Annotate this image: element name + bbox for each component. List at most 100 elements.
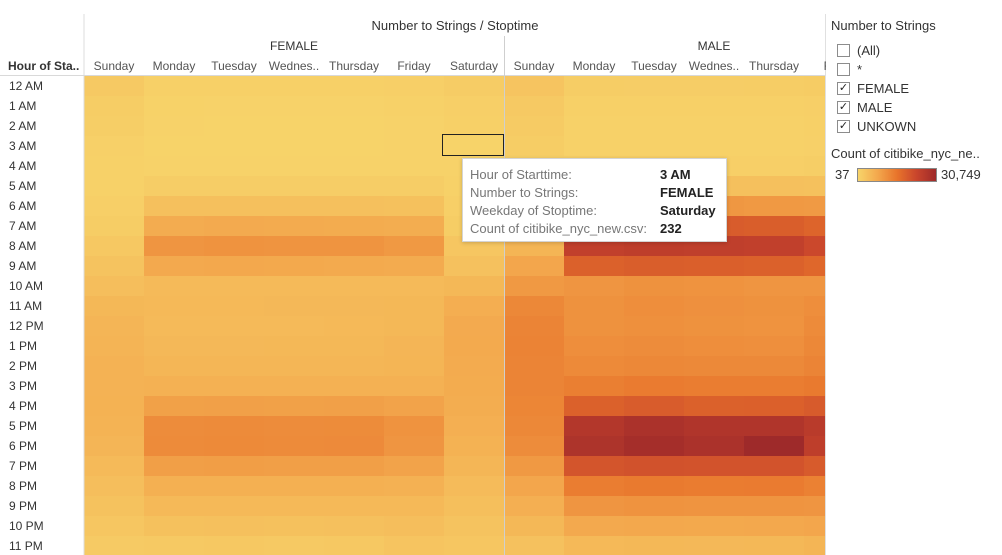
heatmap-cell[interactable] xyxy=(624,136,684,156)
heatmap-cell[interactable] xyxy=(684,436,744,456)
heatmap-cell[interactable] xyxy=(384,116,444,136)
heatmap-cell[interactable] xyxy=(444,256,504,276)
heatmap-cell[interactable] xyxy=(384,256,444,276)
heatmap-cell[interactable] xyxy=(324,276,384,296)
heatmap-cell[interactable] xyxy=(744,356,804,376)
heatmap-cell[interactable] xyxy=(384,136,444,156)
heatmap-cell[interactable] xyxy=(504,96,564,116)
heatmap-cell[interactable] xyxy=(624,436,684,456)
heatmap-cell[interactable] xyxy=(804,376,826,396)
checkbox[interactable]: ✓ xyxy=(837,82,850,95)
heatmap-cell[interactable] xyxy=(84,416,144,436)
heatmap-cell[interactable] xyxy=(624,416,684,436)
heatmap-cell[interactable] xyxy=(84,256,144,276)
heatmap-cell[interactable] xyxy=(624,516,684,536)
heatmap-cell[interactable] xyxy=(624,76,684,96)
heatmap-cell[interactable] xyxy=(504,256,564,276)
heatmap-cell[interactable] xyxy=(84,136,144,156)
heatmap-cell[interactable] xyxy=(744,76,804,96)
heatmap-cell[interactable] xyxy=(384,216,444,236)
heatmap-cell[interactable] xyxy=(384,76,444,96)
heatmap-cell[interactable] xyxy=(264,356,324,376)
heatmap-cell[interactable] xyxy=(84,196,144,216)
heatmap-cell[interactable] xyxy=(624,356,684,376)
heatmap-cell[interactable] xyxy=(504,476,564,496)
heatmap-cell[interactable] xyxy=(264,216,324,236)
heatmap-cell[interactable] xyxy=(444,536,504,555)
heatmap-cell[interactable] xyxy=(744,476,804,496)
heatmap-cell[interactable] xyxy=(804,436,826,456)
heatmap-cell[interactable] xyxy=(564,316,624,336)
heatmap-cell[interactable] xyxy=(324,256,384,276)
heatmap-cell[interactable] xyxy=(444,396,504,416)
heatmap-cell[interactable] xyxy=(264,416,324,436)
heatmap-cell[interactable] xyxy=(744,376,804,396)
heatmap-cell[interactable] xyxy=(204,96,264,116)
heatmap-cell[interactable] xyxy=(564,136,624,156)
heatmap-cell[interactable] xyxy=(324,236,384,256)
heatmap-cell[interactable] xyxy=(804,136,826,156)
heatmap-cell[interactable] xyxy=(84,216,144,236)
heatmap-cell[interactable] xyxy=(504,396,564,416)
heatmap-cell[interactable] xyxy=(804,336,826,356)
heatmap-cell[interactable] xyxy=(684,516,744,536)
heatmap-cell[interactable] xyxy=(144,196,204,216)
heatmap-cell[interactable] xyxy=(684,536,744,555)
heatmap-cell[interactable] xyxy=(144,276,204,296)
heatmap-cell[interactable] xyxy=(204,76,264,96)
heatmap-cell[interactable] xyxy=(804,296,826,316)
heatmap-cell[interactable] xyxy=(684,416,744,436)
heatmap-cell[interactable] xyxy=(144,76,204,96)
heatmap-cell[interactable] xyxy=(564,376,624,396)
heatmap-cell[interactable] xyxy=(384,276,444,296)
filter-item-male[interactable]: ✓ MALE xyxy=(831,98,999,117)
heatmap-cell[interactable] xyxy=(564,256,624,276)
heatmap-cell[interactable] xyxy=(684,376,744,396)
heatmap-cell[interactable] xyxy=(804,196,826,216)
heatmap-cell[interactable] xyxy=(444,96,504,116)
filter-item-female[interactable]: ✓ FEMALE xyxy=(831,79,999,98)
heatmap-cell[interactable] xyxy=(204,136,264,156)
heatmap-cell[interactable] xyxy=(504,516,564,536)
heatmap-cell[interactable] xyxy=(624,536,684,555)
heatmap-cell[interactable] xyxy=(624,496,684,516)
heatmap-cell[interactable] xyxy=(84,236,144,256)
heatmap-cell[interactable] xyxy=(204,356,264,376)
heatmap-cell[interactable] xyxy=(324,436,384,456)
heatmap-cell[interactable] xyxy=(744,156,804,176)
heatmap-cell[interactable] xyxy=(744,396,804,416)
heatmap-cell[interactable] xyxy=(624,476,684,496)
heatmap-cell[interactable] xyxy=(804,176,826,196)
heatmap-cell[interactable] xyxy=(744,516,804,536)
heatmap-cell[interactable] xyxy=(384,296,444,316)
heatmap-cell[interactable] xyxy=(504,376,564,396)
heatmap-cell[interactable] xyxy=(264,496,324,516)
heatmap-cell[interactable] xyxy=(264,456,324,476)
heatmap-cell[interactable] xyxy=(684,296,744,316)
heatmap-cell[interactable] xyxy=(684,276,744,296)
heatmap-cell[interactable] xyxy=(204,176,264,196)
heatmap-cell[interactable] xyxy=(144,356,204,376)
heatmap-cell[interactable] xyxy=(324,216,384,236)
heatmap-cell[interactable] xyxy=(804,116,826,136)
heatmap-cell[interactable] xyxy=(444,376,504,396)
heatmap-cell[interactable] xyxy=(624,376,684,396)
heatmap-cell[interactable] xyxy=(144,376,204,396)
heatmap-cell[interactable] xyxy=(84,96,144,116)
heatmap-cell[interactable] xyxy=(504,456,564,476)
heatmap-cell[interactable] xyxy=(444,76,504,96)
heatmap-cell[interactable] xyxy=(624,296,684,316)
heatmap-cell[interactable] xyxy=(384,476,444,496)
heatmap-cell[interactable] xyxy=(84,176,144,196)
heatmap-cell[interactable] xyxy=(324,296,384,316)
heatmap-cell[interactable] xyxy=(264,96,324,116)
heatmap-cell[interactable] xyxy=(564,516,624,536)
heatmap-cell[interactable] xyxy=(384,196,444,216)
heatmap-cell[interactable] xyxy=(684,476,744,496)
heatmap-cell[interactable] xyxy=(684,116,744,136)
heatmap-cell[interactable] xyxy=(444,476,504,496)
heatmap-cell[interactable] xyxy=(684,136,744,156)
filter-item-star[interactable]: * xyxy=(831,60,999,79)
heatmap-cell[interactable] xyxy=(504,136,564,156)
heatmap-cell[interactable] xyxy=(204,416,264,436)
